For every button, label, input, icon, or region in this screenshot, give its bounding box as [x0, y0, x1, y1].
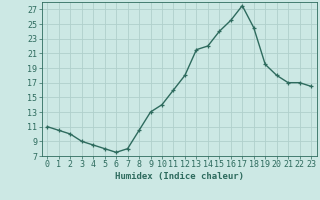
X-axis label: Humidex (Indice chaleur): Humidex (Indice chaleur) [115, 172, 244, 181]
